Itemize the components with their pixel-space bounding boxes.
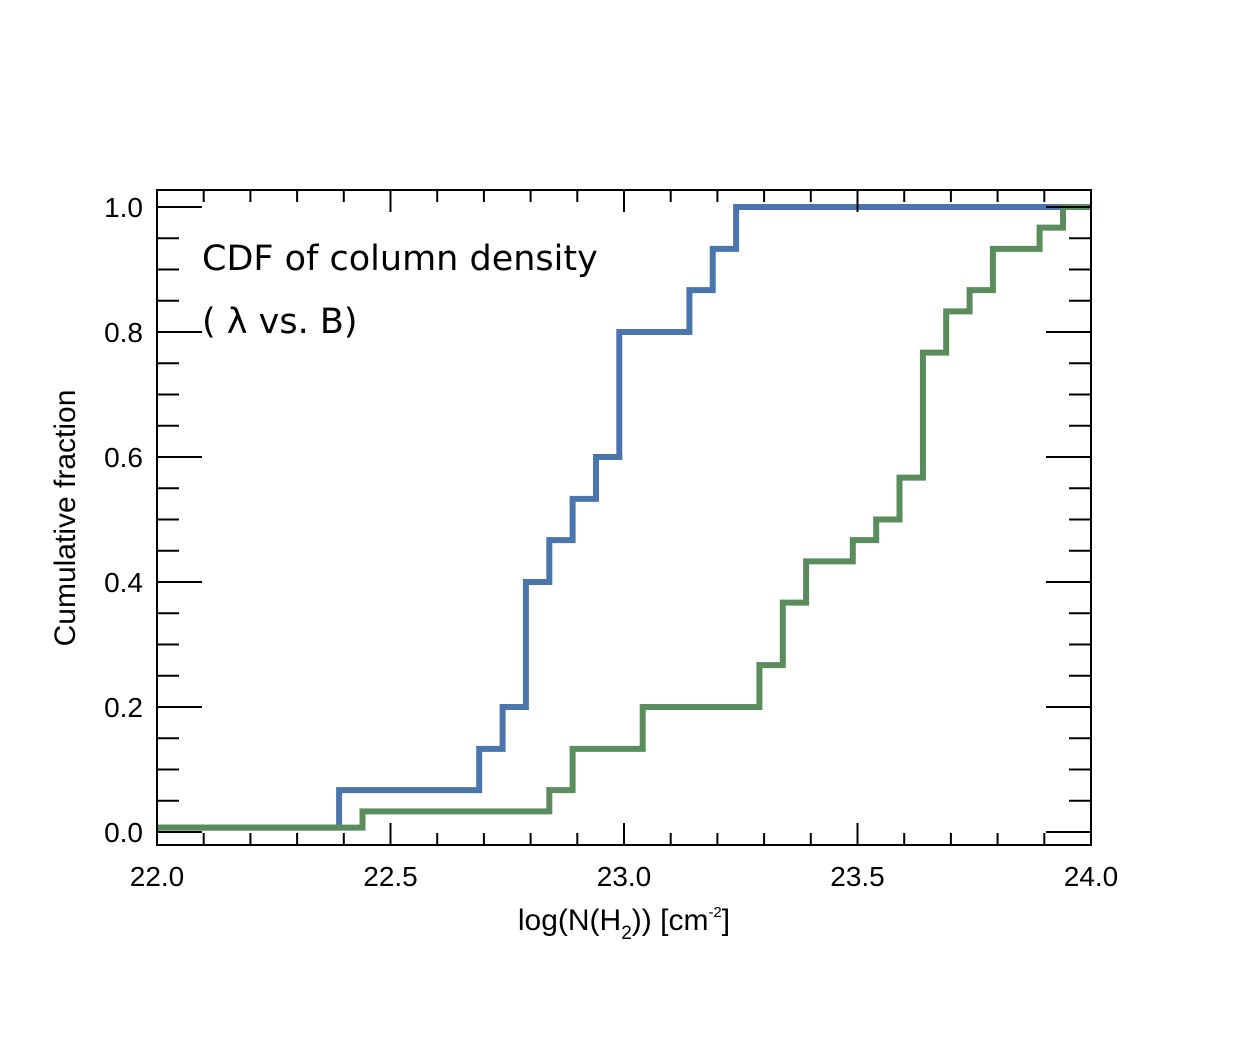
series-line-lambda bbox=[157, 204, 1091, 831]
x-tick-label: 22.0 bbox=[130, 861, 185, 892]
series-line-b bbox=[157, 204, 1091, 831]
x-tick-label: 24.0 bbox=[1064, 861, 1119, 892]
annotation-subtitle: ( λ vs. B) bbox=[202, 302, 357, 342]
y-tick-label: 0.0 bbox=[104, 817, 143, 848]
y-axis-label: Cumulative fraction bbox=[49, 390, 82, 647]
x-axis-label-main: log(N(H bbox=[518, 904, 621, 937]
x-axis-label-mid: )) [cm bbox=[632, 904, 709, 937]
y-tick-label: 0.2 bbox=[104, 692, 143, 723]
x-axis-label-end: ] bbox=[722, 904, 730, 937]
x-tick-label: 23.0 bbox=[597, 861, 652, 892]
y-tick-label: 0.6 bbox=[104, 442, 143, 473]
series-layer bbox=[157, 204, 1091, 831]
x-tick-label: 22.5 bbox=[363, 861, 418, 892]
y-tick-label: 0.8 bbox=[104, 317, 143, 348]
annotation-title: CDF of column density bbox=[202, 239, 598, 279]
x-axis-label-sup: -2 bbox=[708, 904, 721, 921]
x-axis-label: log(N(H2)) [cm-2] bbox=[518, 904, 730, 944]
y-tick-label: 1.0 bbox=[104, 192, 143, 223]
tick-layer: 22.0 22.5 23.0 23.5 24.0 0.0 0.2 0.4 0.6 0.8 1.0 bbox=[104, 190, 1118, 892]
x-tick-label: 23.5 bbox=[830, 861, 885, 892]
y-tick-label: 0.4 bbox=[104, 567, 143, 598]
x-axis-label-sub: 2 bbox=[621, 923, 632, 944]
